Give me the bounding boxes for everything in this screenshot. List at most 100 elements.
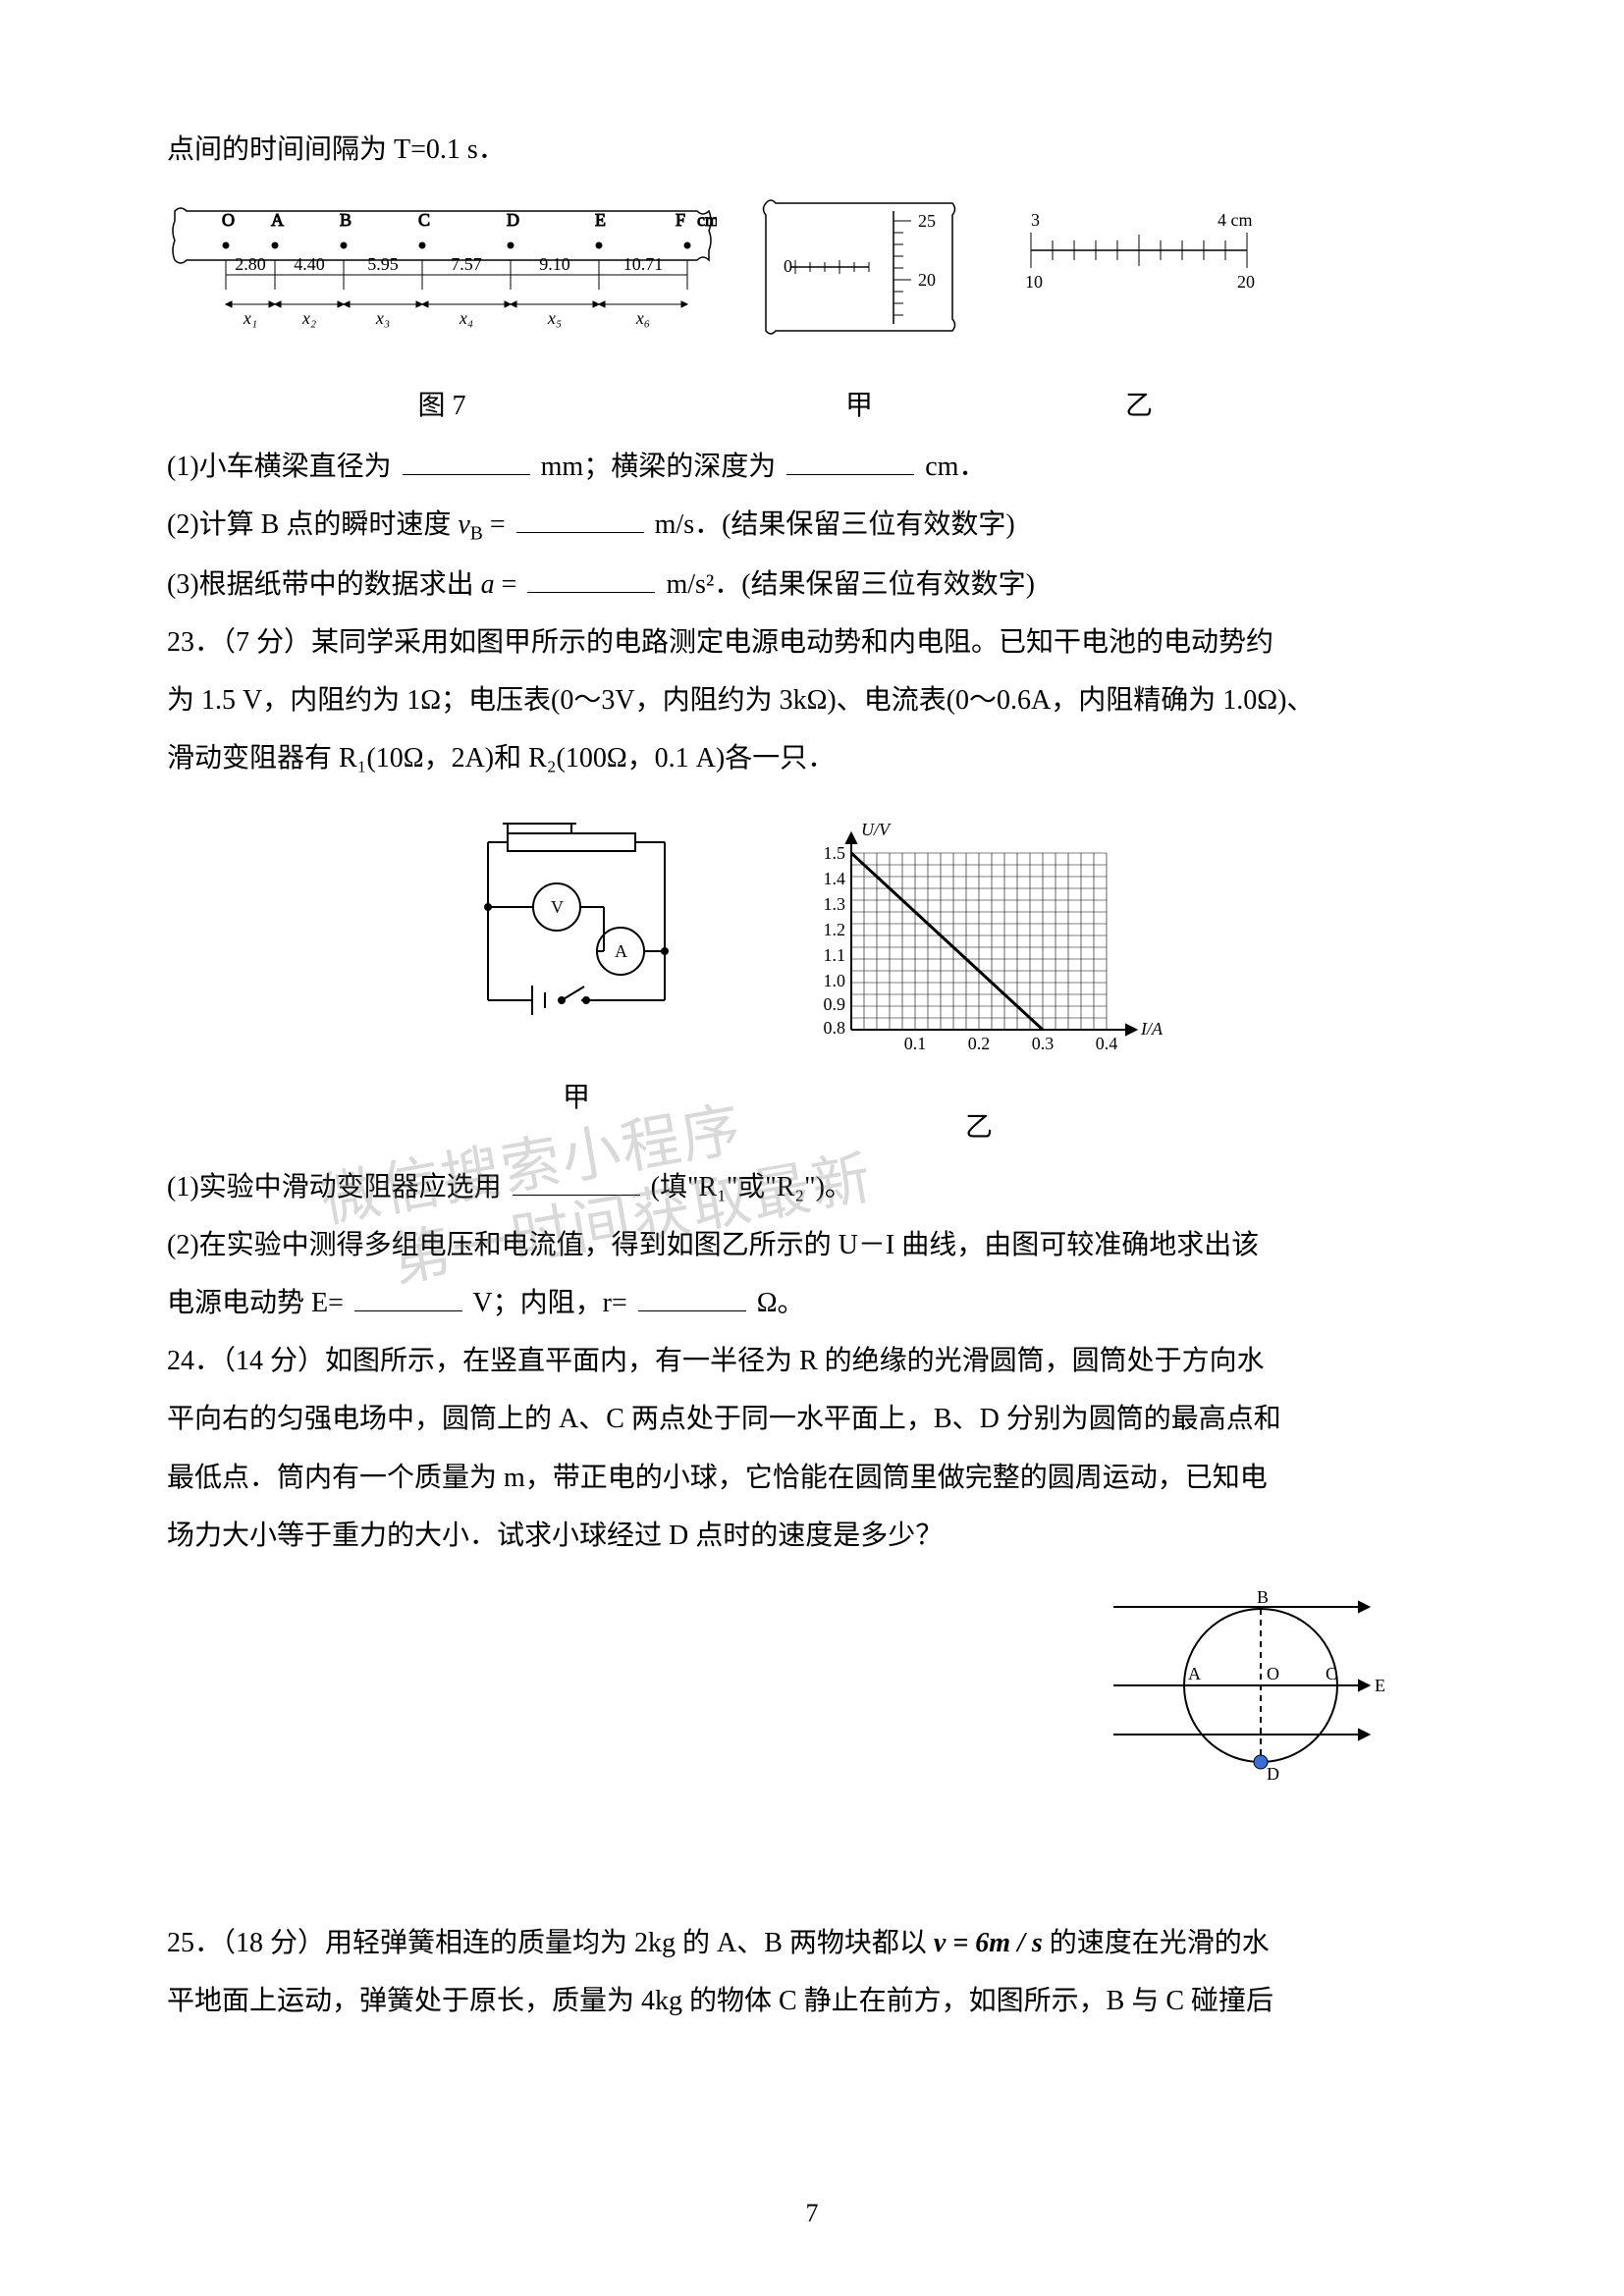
svg-text:x₂: x₂ [301,308,316,328]
pt-E: E [595,210,606,230]
q2-symbol: v [458,509,469,540]
q3-line: (3)根据纸带中的数据求出 a = m/s²．(结果保留三位有效数字) [167,559,1457,611]
q1-blank2[interactable] [786,444,914,475]
q2-prefix: (2)计算 B 点的瞬时速度 [167,509,458,540]
svg-text:x₃: x₃ [375,308,390,328]
tape-cm: cm [697,210,717,230]
q23-sub2a: (2)在实验中测得多组电压和电流值，得到如图乙所示的 U－I 曲线，由图可较准确… [167,1219,1457,1271]
svg-text:2.80: 2.80 [235,254,266,274]
svg-text:0.3: 0.3 [1032,1034,1055,1053]
intro-line: 点间的时间间隔为 T=0.1 s． [167,124,1457,176]
q2-line: (2)计算 B 点的瞬时速度 vB = m/s．(结果保留三位有效数字) [167,499,1457,553]
svg-text:x₁: x₁ [243,308,257,328]
svg-text:9.10: 9.10 [539,254,570,274]
pt-O: O [222,210,235,230]
q2-unit: m/s．(结果保留三位有效数字) [655,509,1015,540]
q23-line3: 滑动变阻器有 R₁(10Ω，2A)和 R₂(100Ω，0.1 A)各一只． [167,732,1457,784]
svg-text:1.0: 1.0 [824,971,846,990]
q25-line2: 平地面上运动，弹簧处于原长，质量为 4kg 的物体 C 静止在前方，如图所示，B… [167,1975,1457,2027]
q23-sub1-blank[interactable] [513,1164,640,1196]
q1-suffix: cm． [925,452,986,482]
q3-unit: m/s²．(结果保留三位有效数字) [666,569,1035,600]
q23-r-blank[interactable] [638,1280,746,1311]
svg-text:D: D [1267,1764,1279,1784]
q24-svg: A B C D O E [1104,1568,1398,1803]
svg-text:E: E [1375,1676,1385,1695]
pt-A: A [271,210,284,230]
ruler-figure: 3 4 cm [1001,191,1276,432]
svg-text:4.40: 4.40 [294,254,325,274]
q2-eq: = [490,509,506,540]
svg-text:C: C [1326,1664,1337,1683]
svg-text:U/V: U/V [861,820,892,839]
pt-C: C [418,210,430,230]
q23-E-blank[interactable] [354,1280,462,1311]
q1-line: (1)小车横梁直径为 mm；横梁的深度为 cm． [167,441,1457,493]
q2-sub: B [470,523,483,544]
q23-sub1-b: (填"R₁"或"R₂")。 [651,1172,852,1202]
svg-text:1.1: 1.1 [824,945,846,965]
q23-line1: 23．（7 分）某同学采用如图甲所示的电路测定电源电动势和内电阻。已知干电池的电… [167,616,1457,668]
q2-blank[interactable] [516,502,644,533]
q25-line1: 25．（18 分）用轻弹簧相连的质量均为 2kg 的 A、B 两物块都以 v =… [167,1917,1457,1969]
pt-B: B [340,210,352,230]
ruler-caption: 乙 [1001,380,1276,432]
svg-text:1.4: 1.4 [824,869,846,888]
svg-text:x₄: x₄ [459,308,473,328]
svg-text:10: 10 [1025,272,1043,292]
q1-prefix: (1)小车横梁直径为 [167,452,392,482]
q23-figure-row: V A 甲 U/V I/A [167,814,1457,1152]
svg-text:A: A [615,941,627,961]
svg-text:1.5: 1.5 [824,843,846,863]
q3-eq: = [502,569,517,600]
q24-figure-wrap: A B C D O E [167,1568,1457,1803]
svg-text:25: 25 [918,211,936,231]
svg-text:10.71: 10.71 [623,254,664,274]
q25-line1-b: 的速度在光滑的水 [1050,1928,1270,1958]
svg-text:1.3: 1.3 [824,894,846,914]
svg-text:4 cm: 4 cm [1218,210,1253,230]
page-number: 7 [0,2189,1624,2237]
svg-text:B: B [1257,1587,1269,1607]
svg-text:V: V [551,897,564,917]
q23-sub2b-u2: Ω。 [757,1288,805,1318]
svg-text:I/A: I/A [1140,1019,1164,1039]
page: 点间的时间间隔为 T=0.1 s． O A B C D E F cm [0,0,1624,2296]
svg-text:0.2: 0.2 [968,1034,991,1053]
q23-sub2b-u1: V；内阻，r= [472,1288,626,1318]
q3-blank[interactable] [527,561,655,593]
svg-text:x₆: x₆ [635,308,650,328]
figure-7-caption: 图 7 [167,380,717,432]
q23-sub2b: 电源电动势 E= V；内阻，r= Ω。 [167,1277,1457,1329]
q23-sub2b-prefix: 电源电动势 E= [167,1288,344,1318]
svg-text:O: O [1267,1664,1279,1683]
q25-line1-a: 25．（18 分）用轻弹簧相连的质量均为 2kg 的 A、B 两物块都以 [167,1928,934,1958]
svg-text:20: 20 [918,270,936,290]
svg-text:3: 3 [1031,210,1040,230]
q1-blank1[interactable] [403,444,530,475]
vernier-figure: 0 25 20 甲 [756,191,962,432]
svg-text:0.8: 0.8 [824,1018,846,1038]
q3-symbol: a [481,569,495,600]
svg-text:0.4: 0.4 [1096,1034,1118,1053]
ui-graph-caption: 乙 [783,1101,1175,1153]
svg-text:5.95: 5.95 [367,254,399,274]
q23-line2: 为 1.5 V，内阻约为 1Ω；电压表(0～3V，内阻约为 3kΩ)、电流表(0… [167,674,1457,726]
q25-v: v = 6m / s [934,1928,1043,1958]
svg-text:7.57: 7.57 [451,254,482,274]
q1-mid: mm；横梁的深度为 [541,452,777,482]
pt-D: D [507,210,519,230]
spacer [167,1803,1457,1911]
svg-text:0.1: 0.1 [904,1034,927,1053]
vernier-caption: 甲 [756,380,962,432]
q24-line2: 平向右的匀强电场中，圆筒上的 A、C 两点处于同一水平面上，B、D 分别为圆筒的… [167,1393,1457,1445]
pt-F: F [676,210,685,230]
svg-text:1.2: 1.2 [824,920,846,939]
ui-graph-figure: U/V I/A 1.5 1.4 [783,814,1175,1152]
q23-sub1: (1)实验中滑动变阻器应选用 (填"R₁"或"R₂")。 [167,1161,1457,1213]
svg-text:A: A [1188,1664,1201,1683]
tape-figure: O A B C D E F cm [167,191,717,432]
svg-text:0.9: 0.9 [824,994,846,1014]
q24-line1: 24．（14 分）如图所示，在竖直平面内，有一半径为 R 的绝缘的光滑圆筒，圆筒… [167,1335,1457,1387]
circuit-caption: 甲 [449,1072,704,1124]
